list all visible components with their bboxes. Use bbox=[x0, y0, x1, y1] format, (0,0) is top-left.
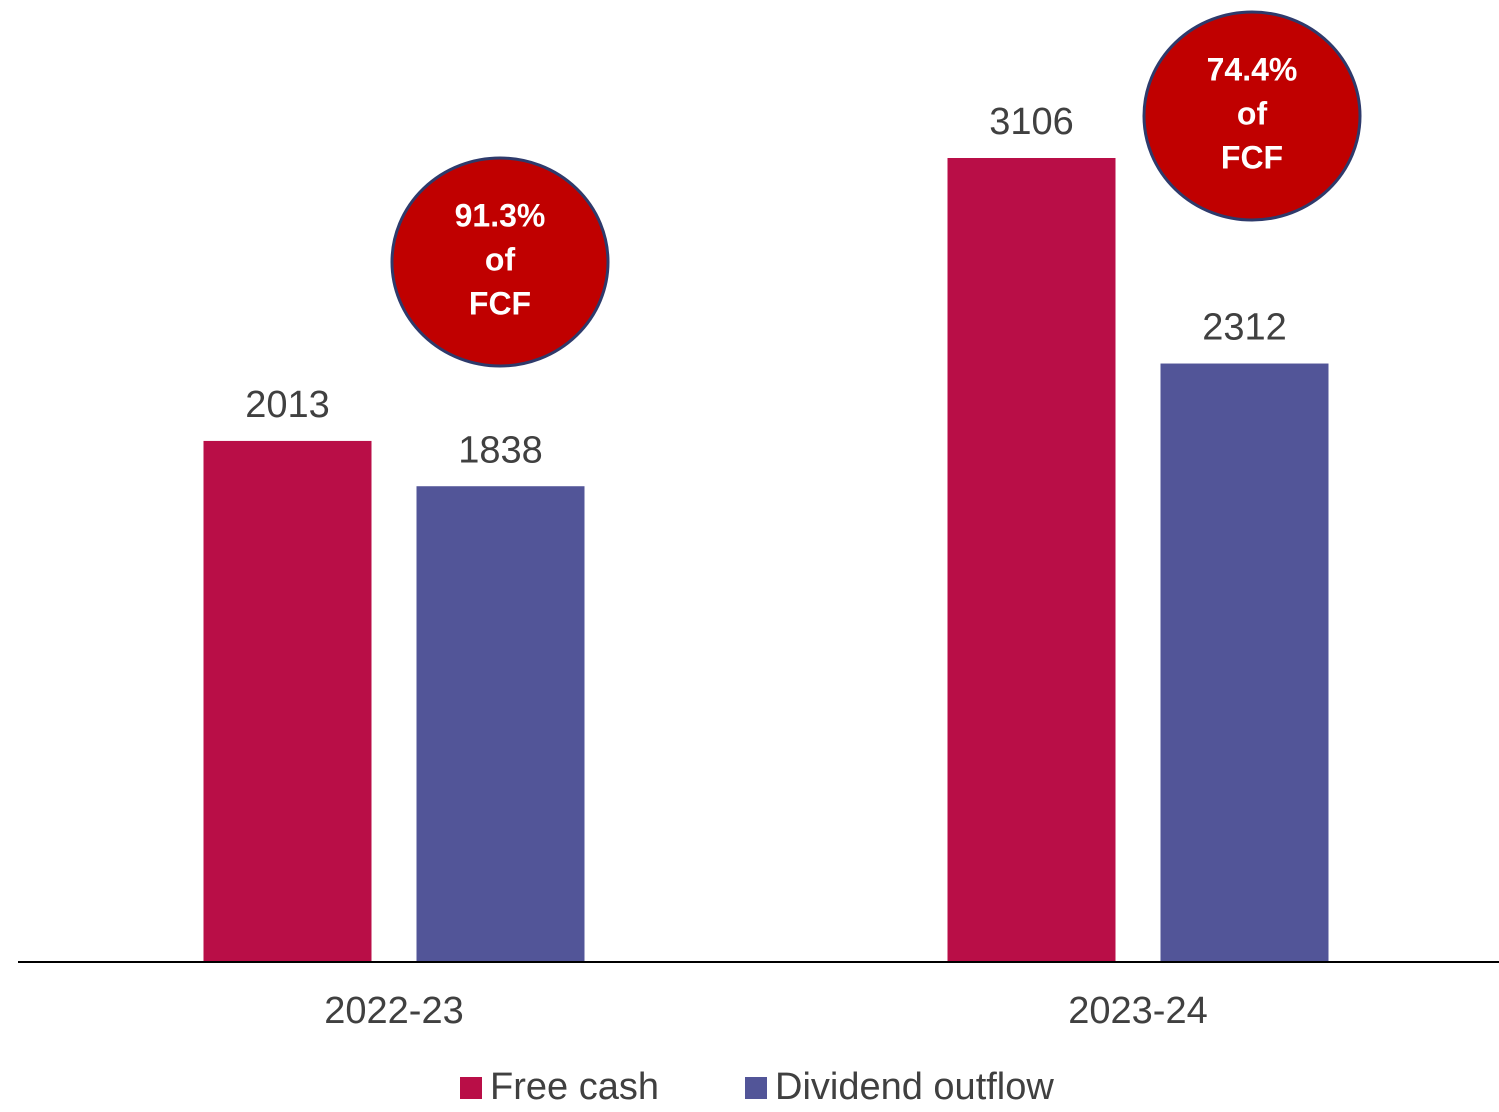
legend-label: Free cash bbox=[490, 1066, 659, 1108]
bar bbox=[416, 486, 585, 962]
bar bbox=[947, 158, 1116, 962]
legend-label: Dividend outflow bbox=[775, 1066, 1054, 1108]
data-label: 2312 bbox=[1202, 307, 1287, 349]
bar bbox=[1160, 363, 1329, 963]
annotation-text: of bbox=[485, 241, 516, 277]
annotation-bubble bbox=[390, 156, 610, 368]
annotation-text: 74.4% bbox=[1207, 51, 1298, 87]
annotation-text: of bbox=[1237, 95, 1268, 131]
legend-swatch bbox=[745, 1077, 767, 1099]
annotation-text: 91.3% bbox=[455, 197, 546, 233]
data-label: 2013 bbox=[245, 384, 330, 426]
annotation-bubble bbox=[1142, 10, 1362, 222]
annotation-text: FCF bbox=[1221, 139, 1283, 175]
x-tick-label: 2022-23 bbox=[324, 990, 463, 1032]
bar bbox=[203, 440, 372, 962]
annotation-text: FCF bbox=[469, 285, 531, 321]
x-tick-label: 2023-24 bbox=[1068, 990, 1207, 1032]
data-label: 1838 bbox=[458, 429, 543, 471]
legend-swatch bbox=[460, 1077, 482, 1099]
data-label: 3106 bbox=[989, 101, 1074, 143]
